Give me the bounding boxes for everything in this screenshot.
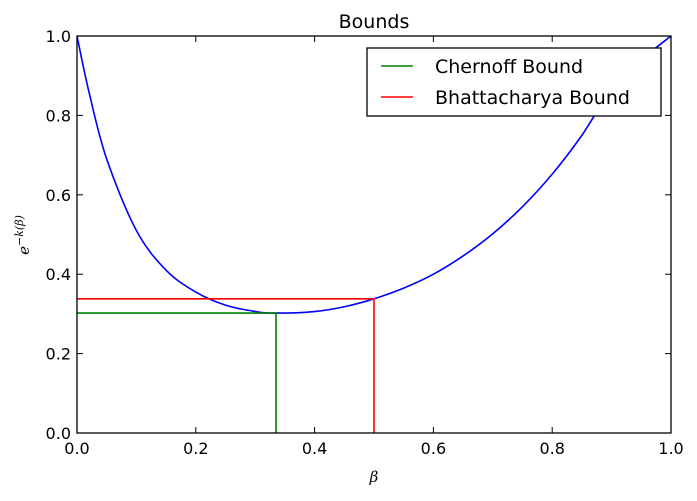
x-tick-label: 0.8 [539,439,564,458]
series-chernoff-bound [77,312,277,433]
chart-title: Bounds [339,11,410,33]
y-tick-label: 0.8 [46,106,71,125]
y-tick-label: 0.6 [46,186,71,205]
y-tick-label: 0.4 [46,265,71,284]
legend-label: Chernoff Bound [435,56,583,78]
y-axis-label: e−k(β) [13,215,33,255]
legend: Chernoff Bound Bhattacharya Bound [366,47,662,117]
plot-frame [76,35,672,434]
x-tick-label: 0.6 [421,439,446,458]
plot-content [77,36,671,433]
series-curve [77,36,671,314]
axis-ticks: 0.0 0.2 0.4 0.6 0.8 1.0 0.0 0.2 0.4 0.6 0.8 1.0 [46,27,684,458]
legend-label: Bhattacharya Bound [435,87,630,109]
legend-box [366,47,662,117]
x-tick-label: 0.0 [64,439,89,458]
x-tick-label: 0.4 [302,439,327,458]
y-tick-label: 1.0 [46,27,71,46]
series-bhattacharya-bound [77,298,375,433]
y-tick-label: 0.2 [46,345,71,364]
y-tick-label: 0.0 [46,424,71,443]
x-tick-label: 1.0 [658,439,683,458]
x-tick-label: 0.2 [183,439,208,458]
x-axis-label: β [369,468,379,486]
